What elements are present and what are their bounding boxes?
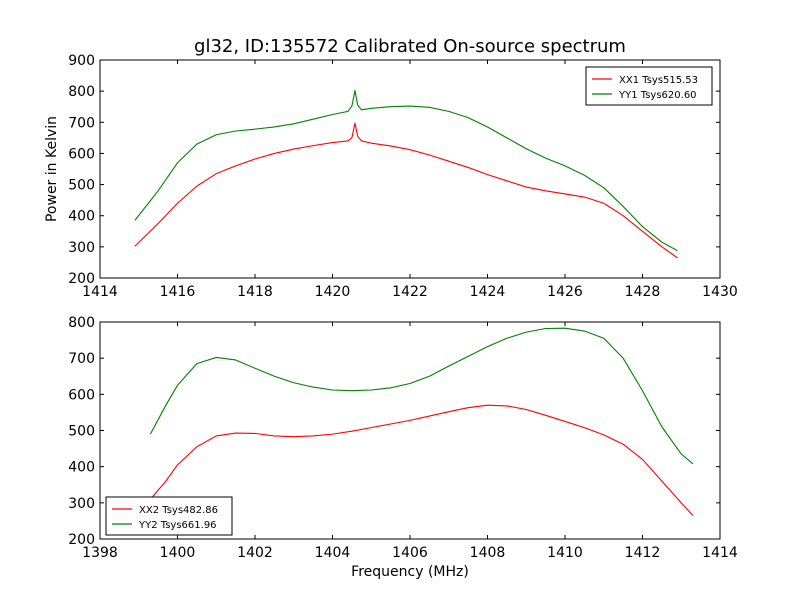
legend-1: XX2 Tsys482.86 YY2 Tsys661.96	[105, 496, 233, 536]
x-tick-label-1-0: 1398	[82, 545, 118, 561]
y-tick-label-0-2: 400	[68, 209, 95, 225]
y-tick-label-0-3: 500	[68, 178, 95, 194]
x-tick-label-0-6: 1426	[547, 284, 583, 300]
y-tick-label-1-5: 700	[68, 351, 95, 367]
x-tick-label-0-8: 1430	[702, 284, 738, 300]
y-tick-label-0-1: 300	[68, 240, 95, 256]
x-tick-label-1-6: 1410	[547, 545, 583, 561]
x-tick-label-0-4: 1422	[392, 284, 428, 300]
y-tick-label-1-2: 400	[68, 460, 95, 476]
series-line-0-1	[134, 89, 678, 252]
series-line-0-0	[134, 122, 678, 259]
x-tick-label-0-7: 1428	[625, 284, 661, 300]
legend-box-1	[105, 496, 233, 536]
x-tick-label-0-5: 1424	[470, 284, 506, 300]
y-tick-label-0-5: 700	[68, 115, 95, 131]
x-tick-label-1-8: 1414	[702, 545, 738, 561]
y-tick-label-0-0: 200	[68, 271, 95, 287]
legend-label-0-1: YY1 Tsys620.60	[618, 90, 697, 101]
y-tick-label-1-0: 200	[68, 532, 95, 548]
legend-label-1-0: XX2 Tsys482.86	[139, 505, 218, 516]
y-tick-label-1-1: 300	[68, 496, 95, 512]
y-tick-label-0-6: 800	[68, 84, 95, 100]
x-tick-label-0-3: 1420	[315, 284, 351, 300]
x-tick-label-1-5: 1408	[470, 545, 506, 561]
figure-title: gl32, ID:135572 Calibrated On-source spe…	[194, 36, 626, 57]
x-tick-label-0-2: 1418	[237, 284, 273, 300]
y-tick-label-1-6: 800	[68, 315, 95, 331]
y-tick-label-0-4: 600	[68, 146, 95, 162]
top-subplot: 1414 1416 1418 1420 1422 1424 1426 1428 1430 200 3…	[44, 53, 738, 300]
x-tick-label-1-2: 1402	[237, 545, 273, 561]
x-tick-label-1-7: 1412	[625, 545, 661, 561]
y-tick-label-1-3: 500	[68, 424, 95, 440]
x-tick-label-1-3: 1404	[315, 545, 351, 561]
y-axis-label-0: Power in Kelvin	[44, 116, 60, 222]
legend-box-0	[585, 66, 713, 106]
x-tick-label-0-1: 1416	[160, 284, 196, 300]
bottom-subplot: 1398 1400 1402 1404 1406 1408 1410 1412 1414 200 3…	[68, 315, 738, 580]
x-tick-label-1-4: 1406	[392, 545, 428, 561]
series-line-1-1	[149, 327, 694, 465]
legend-0: XX1 Tsys515.53 YY1 Tsys620.60	[585, 66, 713, 106]
series-line-1-0	[149, 404, 694, 516]
legend-label-1-1: YY2 Tsys661.96	[138, 520, 217, 531]
legend-label-0-0: XX1 Tsys515.53	[619, 75, 698, 86]
x-axis-label-1: Frequency (MHz)	[351, 564, 469, 580]
x-tick-label-0-0: 1414	[82, 284, 118, 300]
y-tick-label-0-7: 900	[68, 53, 95, 69]
x-tick-label-1-1: 1400	[160, 545, 196, 561]
y-tick-label-1-4: 600	[68, 387, 95, 403]
